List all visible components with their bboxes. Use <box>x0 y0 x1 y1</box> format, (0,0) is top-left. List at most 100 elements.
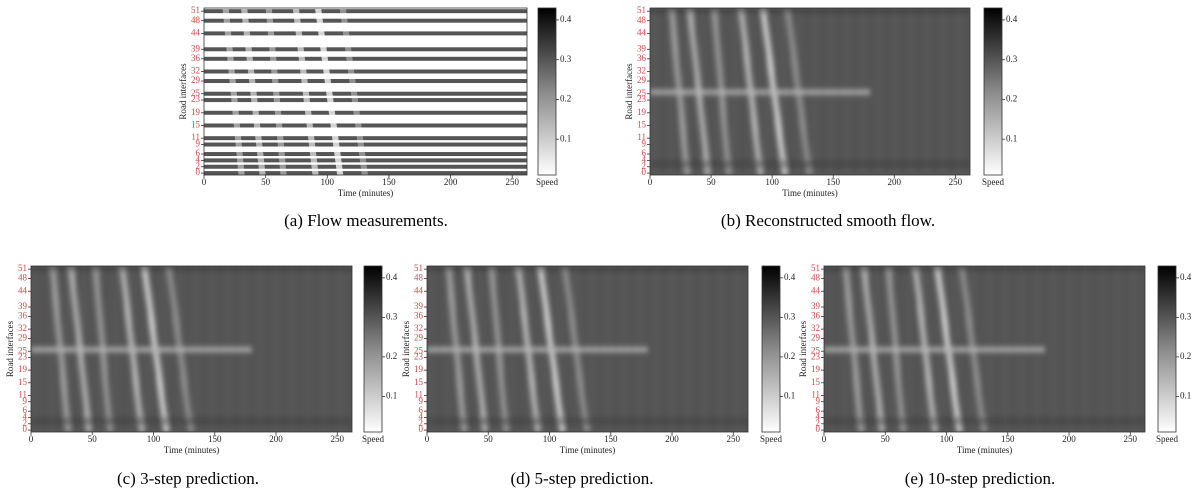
x-tick-label: 250 <box>505 177 519 187</box>
x-axis-label: Time (minutes) <box>164 445 219 455</box>
y-tick-label: 19 <box>191 107 201 117</box>
texture <box>1036 266 1038 432</box>
caption: (d) 5-step prediction. <box>510 469 653 488</box>
texture <box>51 266 53 432</box>
texture <box>519 266 521 432</box>
y-tick-label: 51 <box>811 263 820 273</box>
x-tick-label: 50 <box>881 434 891 444</box>
texture <box>679 266 681 432</box>
texture <box>543 266 545 432</box>
x-tick-label: 50 <box>261 177 271 187</box>
sensor-row <box>204 123 527 128</box>
x-tick-label: 0 <box>822 434 827 444</box>
colorbar <box>761 265 781 433</box>
y-tick-label: 48 <box>18 273 28 283</box>
texture <box>123 266 125 432</box>
light-band <box>265 8 287 175</box>
x-tick-label: 100 <box>147 434 161 444</box>
colorbar-tick-label: 0.3 <box>1006 54 1018 64</box>
y-tick-label: 36 <box>18 311 28 321</box>
y-tick-label: 48 <box>191 15 201 25</box>
texture <box>844 266 846 432</box>
texture <box>678 8 680 175</box>
light-band <box>650 89 870 96</box>
texture <box>1132 266 1135 432</box>
texture <box>107 266 109 432</box>
y-tick-label: 39 <box>18 301 28 311</box>
light-band <box>292 8 319 175</box>
y-tick-label: 48 <box>811 273 821 283</box>
texture <box>655 266 657 432</box>
caption: (a) Flow measurements. <box>284 211 448 230</box>
dark-band <box>824 266 1145 272</box>
texture <box>195 266 197 432</box>
colorbar-label: Speed <box>1156 434 1178 444</box>
texture <box>527 266 529 432</box>
texture <box>908 266 910 432</box>
texture <box>591 266 593 432</box>
texture <box>670 8 672 175</box>
x-tick-label: 200 <box>269 434 283 444</box>
y-tick-label: 51 <box>191 5 200 15</box>
texture <box>686 8 688 175</box>
texture <box>243 266 245 432</box>
x-tick-label: 100 <box>940 434 954 444</box>
y-tick-label: 9 <box>816 396 821 406</box>
texture <box>956 266 958 432</box>
texture <box>251 266 253 432</box>
texture <box>774 8 776 175</box>
texture <box>163 266 165 432</box>
texture <box>463 266 465 432</box>
texture <box>830 8 832 175</box>
colorbar-tick-label: 0.1 <box>784 390 795 400</box>
texture <box>1020 266 1022 432</box>
texture <box>892 266 894 432</box>
colorbar-tick-label: 0.1 <box>560 133 571 143</box>
texture <box>860 266 862 432</box>
texture <box>1084 266 1087 432</box>
texture <box>902 8 904 175</box>
texture <box>806 8 808 175</box>
texture <box>43 266 45 432</box>
texture <box>115 266 117 432</box>
texture <box>479 266 481 432</box>
y-tick-label: 23 <box>414 352 424 362</box>
y-tick-label: 29 <box>811 333 821 343</box>
y-tick-label: 36 <box>191 53 201 63</box>
texture <box>878 8 880 175</box>
texture <box>814 8 816 175</box>
plot-frame <box>30 265 353 433</box>
texture <box>790 8 792 175</box>
colorbar-label: Speed <box>536 177 558 187</box>
y-tick-label: 0 <box>196 167 201 177</box>
texture <box>1060 266 1062 432</box>
texture <box>1028 266 1030 432</box>
texture <box>662 8 664 175</box>
y-tick-label: 44 <box>637 27 647 37</box>
texture <box>868 266 870 432</box>
colorbar <box>537 7 557 176</box>
texture <box>615 266 617 432</box>
colorbar-tick-label: 0.4 <box>1180 272 1192 282</box>
texture <box>503 266 505 432</box>
texture <box>726 8 728 175</box>
colorbar-tick-label: 0.2 <box>1180 351 1191 361</box>
y-tick-label: 0 <box>419 424 424 434</box>
texture <box>35 266 37 432</box>
colorbar-tick-label: 0.1 <box>1006 133 1017 143</box>
y-tick-label: 2 <box>196 161 201 171</box>
colorbar-tick-label: 0.3 <box>784 311 796 321</box>
y-tick-label: 32 <box>191 66 200 76</box>
y-axis-label: Road interfaces <box>798 320 808 377</box>
heatmap <box>31 266 352 432</box>
texture <box>735 266 738 432</box>
x-tick-label: 150 <box>208 434 222 444</box>
y-tick-label: 6 <box>419 405 424 415</box>
y-tick-label: 2 <box>419 418 424 428</box>
dark-band <box>650 159 970 169</box>
